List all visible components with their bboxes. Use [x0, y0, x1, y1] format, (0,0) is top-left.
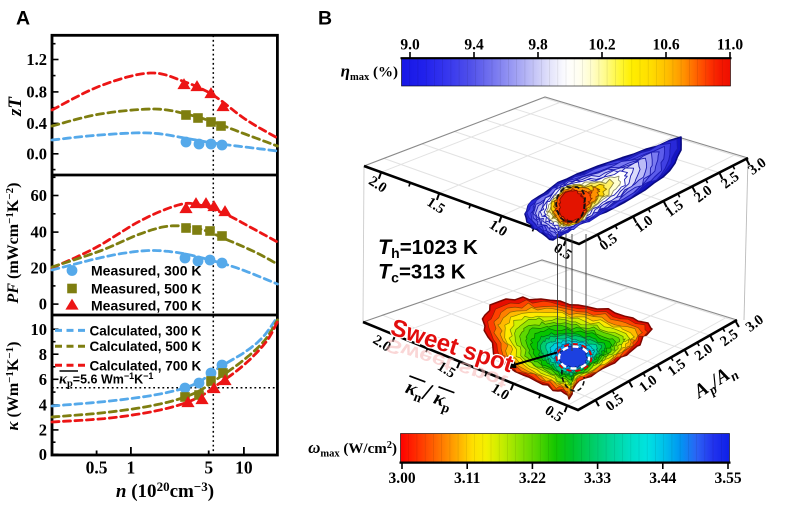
svg-text:0: 0: [39, 445, 47, 464]
svg-text:9.8: 9.8: [528, 37, 548, 54]
svg-text:A: A: [16, 8, 30, 30]
svg-text:4: 4: [39, 396, 47, 415]
svg-text:9.4: 9.4: [464, 37, 484, 54]
svg-text:n (1020cm−3): n (1020cm−3): [116, 479, 214, 502]
svg-text:3.00: 3.00: [388, 470, 415, 487]
svg-text:6: 6: [39, 370, 47, 389]
svg-text:3.33: 3.33: [584, 470, 611, 487]
svg-text:10: 10: [235, 458, 253, 478]
svg-text:3.11: 3.11: [454, 470, 480, 487]
svg-text:1: 1: [127, 458, 136, 478]
svg-text:1.2: 1.2: [26, 50, 47, 69]
svg-text:κp=5.6 Wm−1K−1: κp=5.6 Wm−1K−1: [59, 371, 153, 390]
svg-text:20: 20: [31, 258, 48, 277]
svg-text:40: 40: [31, 223, 48, 242]
svg-text:Calculated, 700 K: Calculated, 700 K: [90, 358, 202, 373]
svg-text:0: 0: [39, 295, 47, 314]
svg-text:10: 10: [31, 320, 48, 339]
svg-text:ηmax (%): ηmax (%): [341, 62, 398, 84]
svg-text:Tc=313 K: Tc=313 K: [378, 260, 466, 286]
svg-text:0.8: 0.8: [26, 83, 47, 102]
svg-text:0.4: 0.4: [26, 114, 47, 133]
svg-text:10.6: 10.6: [652, 37, 679, 54]
svg-text:Th=1023 K: Th=1023 K: [378, 235, 478, 261]
svg-text:60: 60: [31, 186, 48, 205]
svg-text:0.5: 0.5: [86, 458, 108, 478]
svg-text:Calculated, 500 K: Calculated, 500 K: [90, 339, 202, 354]
svg-text:zT: zT: [5, 96, 26, 117]
svg-text:10.2: 10.2: [588, 37, 615, 54]
svg-text:5: 5: [204, 458, 213, 478]
svg-text:3.55: 3.55: [714, 470, 741, 487]
svg-text:0.0: 0.0: [26, 144, 47, 163]
svg-text:8: 8: [39, 345, 47, 364]
svg-text:11.0: 11.0: [717, 37, 744, 54]
svg-text:9.0: 9.0: [400, 37, 420, 54]
svg-text:Calculated, 300 K: Calculated, 300 K: [90, 323, 202, 338]
svg-text:Measured, 300 K: Measured, 300 K: [91, 263, 202, 279]
svg-text:3.44: 3.44: [649, 470, 676, 487]
svg-text:ωmax (W/cm2): ωmax (W/cm2): [308, 438, 397, 460]
svg-text:Measured, 500 K: Measured, 500 K: [91, 281, 202, 297]
svg-text:3.22: 3.22: [519, 470, 546, 487]
svg-text:κ (Wm−1K−1): κ (Wm−1K−1): [3, 341, 22, 430]
svg-text:Measured, 700 K: Measured, 700 K: [91, 298, 202, 314]
svg-text:B: B: [318, 8, 332, 30]
svg-text:2: 2: [39, 421, 47, 440]
svg-text:PF (mWcm−1K−2): PF (mWcm−1K−2): [4, 183, 22, 305]
